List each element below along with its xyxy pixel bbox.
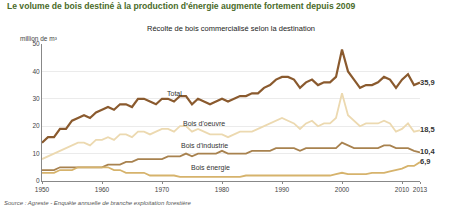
svg-text:Bois énergie: Bois énergie (191, 164, 230, 172)
svg-text:1990: 1990 (275, 186, 290, 193)
svg-text:10,4: 10,4 (420, 147, 435, 156)
svg-text:million de m³: million de m³ (20, 35, 58, 42)
svg-text:Bois d'oeuvre: Bois d'oeuvre (183, 120, 225, 127)
svg-text:6,9: 6,9 (420, 157, 430, 166)
svg-text:10: 10 (32, 150, 40, 157)
svg-text:2000: 2000 (335, 186, 350, 193)
svg-text:0: 0 (36, 177, 40, 184)
svg-text:2010: 2010 (395, 186, 410, 193)
svg-text:40: 40 (32, 68, 40, 75)
svg-text:18,5: 18,5 (420, 125, 435, 134)
svg-text:30: 30 (32, 95, 40, 102)
svg-text:1960: 1960 (95, 186, 110, 193)
svg-text:1970: 1970 (155, 186, 170, 193)
svg-text:20: 20 (32, 122, 40, 129)
svg-text:2013: 2013 (413, 186, 428, 193)
svg-text:Total: Total (167, 90, 182, 97)
svg-text:Récolte de bois commercialisé: Récolte de bois commercialisé selon la d… (147, 24, 315, 33)
svg-text:50: 50 (32, 40, 40, 47)
svg-text:35,9: 35,9 (420, 78, 435, 87)
svg-text:Le volume de bois destiné à la: Le volume de bois destiné à la productio… (7, 1, 355, 11)
svg-text:Source : Agreste - Enquête ann: Source : Agreste - Enquête annuelle de b… (4, 200, 192, 206)
svg-text:1980: 1980 (215, 186, 230, 193)
svg-text:Bois d'industrie: Bois d'industrie (181, 142, 228, 149)
svg-text:1950: 1950 (35, 186, 50, 193)
